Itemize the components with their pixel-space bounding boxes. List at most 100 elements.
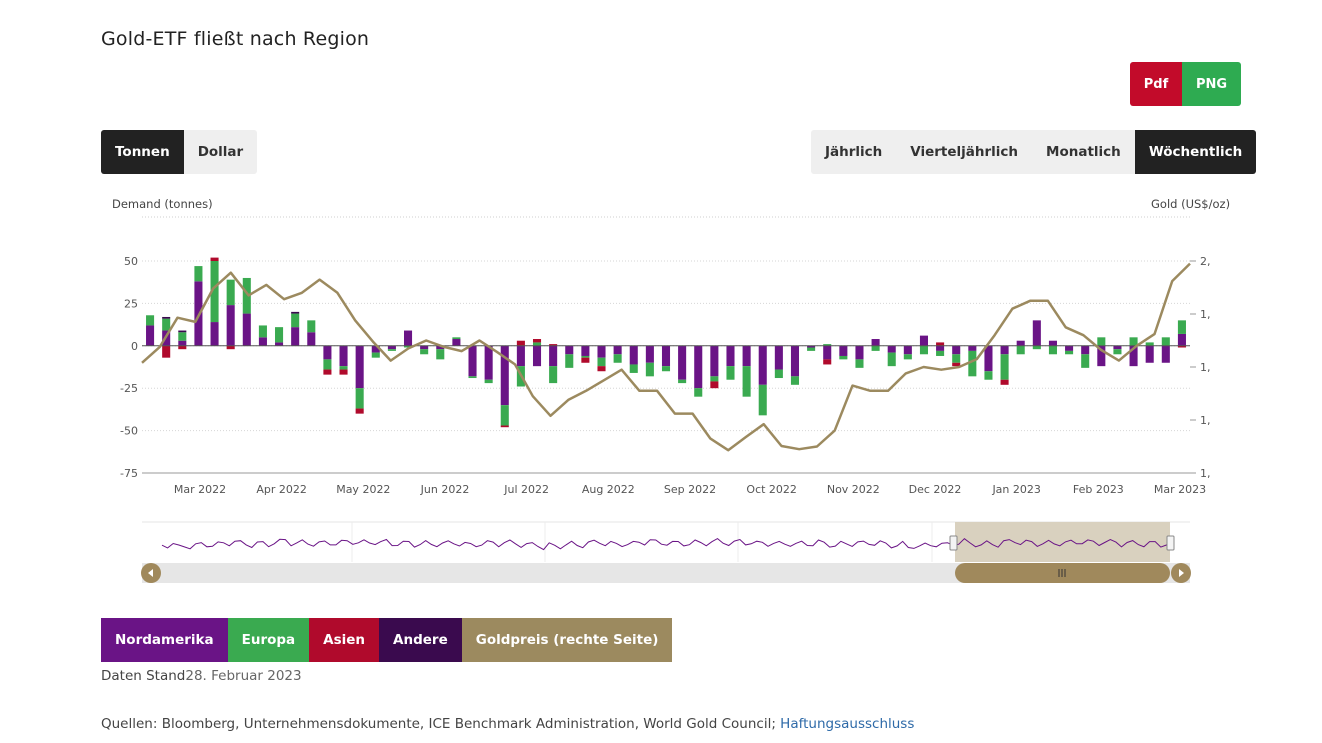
legend: Nordamerika Europa Asien Andere Goldprei… [101,618,673,662]
export-png-button[interactable]: PNG [1182,62,1241,106]
bar-north-america [726,345,735,367]
bar-north-america [387,345,396,350]
bar-europe [629,364,638,373]
bar-europe [549,366,558,384]
bar-europe [452,337,461,340]
y2-tick-label: 1,700 [1200,414,1210,427]
y2-tick-label: 2,000 [1200,255,1210,268]
disclaimer-link[interactable]: Haftungsausschluss [780,716,915,732]
bar-europe [242,277,251,314]
bar-europe [790,376,800,385]
bar-north-america [613,345,622,355]
bar-asia [500,425,509,428]
bar-europe [146,315,155,326]
x-tick-label: May 2022 [336,483,390,496]
bar-north-america [936,345,945,351]
x-tick-label: Jan 2023 [991,483,1040,496]
y2-tick-label: 1,800 [1200,361,1210,374]
bar-asia [581,357,590,363]
bar-north-america [968,345,977,351]
x-tick-label: Mar 2022 [174,483,226,496]
bar-europe [823,344,832,346]
bar-europe [1129,337,1138,346]
bar-north-america [1032,320,1041,346]
y-tick-label: 0 [131,340,138,353]
unit-option-dollar[interactable]: Dollar [197,144,244,160]
legend-item-north-america[interactable]: Nordamerika [101,618,228,662]
legend-item-gold-price[interactable]: Goldpreis (rechte Seite) [461,618,673,662]
x-tick-label: Jun 2022 [420,483,470,496]
x-tick-label: Jul 2022 [503,483,549,496]
x-tick-label: Oct 2022 [746,483,797,496]
navigator-right-handle[interactable] [1166,535,1175,551]
bar-europe [1032,345,1041,350]
bar-europe [919,345,928,355]
bar-north-america [1177,333,1186,346]
legend-item-other[interactable]: Andere [379,618,462,662]
bar-europe [194,266,203,282]
bar-europe [404,345,413,348]
scrollbar-track[interactable] [142,563,1190,583]
bar-north-america [887,345,896,353]
bar-europe [710,376,719,382]
navigator-left-handle[interactable] [949,535,958,551]
y2-tick-label: 1,900 [1200,308,1210,321]
bar-europe [1097,337,1106,346]
bar-europe [742,366,751,397]
bar-europe [226,279,235,306]
bar-north-america [178,340,187,346]
navigator-series-line [161,537,1173,551]
unit-option-tonnes[interactable]: Tonnen [101,130,184,174]
bar-europe [258,325,267,338]
export-pdf-button[interactable]: Pdf [1130,62,1182,106]
bar-north-america [1016,340,1025,346]
bar-europe [532,342,542,346]
bar-north-america [226,305,235,346]
bar-europe [887,352,896,367]
bar-north-america [323,345,332,360]
bar-europe [839,355,848,360]
bar-north-america [565,345,574,355]
bar-north-america [839,345,848,356]
navigator-selection[interactable] [955,522,1170,562]
bar-europe [855,359,864,368]
bar-europe [1048,345,1057,355]
bar-europe [291,313,300,328]
bar-europe [597,357,606,367]
bar-europe [645,362,654,377]
bar-north-america [871,339,880,346]
x-tick-label: Sep 2022 [664,483,716,496]
bar-north-america [694,345,703,389]
sources-text: Quellen: Bloomberg, Unternehmensdokument… [101,716,776,732]
x-tick-label: Apr 2022 [256,483,307,496]
period-option-weekly[interactable]: Wöchentlich [1134,130,1257,174]
period-option-quarterly[interactable]: Vierteljährlich [910,144,1019,160]
bar-north-america [581,345,590,356]
bar-other [178,330,187,333]
legend-item-europe[interactable]: Europa [227,618,310,662]
bar-europe [500,405,509,426]
bar-europe [307,320,316,333]
bar-asia [178,345,187,350]
bar-asia [1000,379,1009,385]
x-tick-label: Feb 2023 [1073,483,1124,496]
bar-europe [210,261,219,323]
period-toggle: Jährlich Vierteljährlich Monatlich Wöche… [811,130,1257,174]
bar-north-america [984,345,993,372]
bar-north-america [1048,340,1057,346]
bar-europe [903,354,912,360]
bar-north-america [710,345,719,377]
period-option-yearly[interactable]: Jährlich [825,144,883,160]
page-title: Gold-ETF fließt nach Region [101,28,370,50]
bar-asia [952,362,961,367]
period-option-monthly[interactable]: Monatlich [1046,144,1121,160]
legend-item-asia[interactable]: Asien [309,618,380,662]
bar-north-america [371,345,380,353]
y-tick-label: -50 [120,425,138,438]
y-tick-label: -25 [120,382,138,395]
data-status-label: Daten Stand [101,668,186,684]
bar-north-america [532,345,542,367]
bar-europe [339,366,348,370]
bar-north-america [855,345,864,360]
y-tick-label: 50 [124,255,138,268]
